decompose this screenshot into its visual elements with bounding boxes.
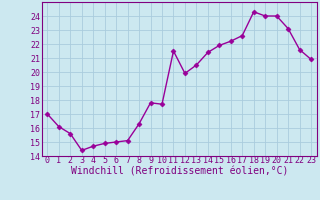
X-axis label: Windchill (Refroidissement éolien,°C): Windchill (Refroidissement éolien,°C) <box>70 166 288 176</box>
